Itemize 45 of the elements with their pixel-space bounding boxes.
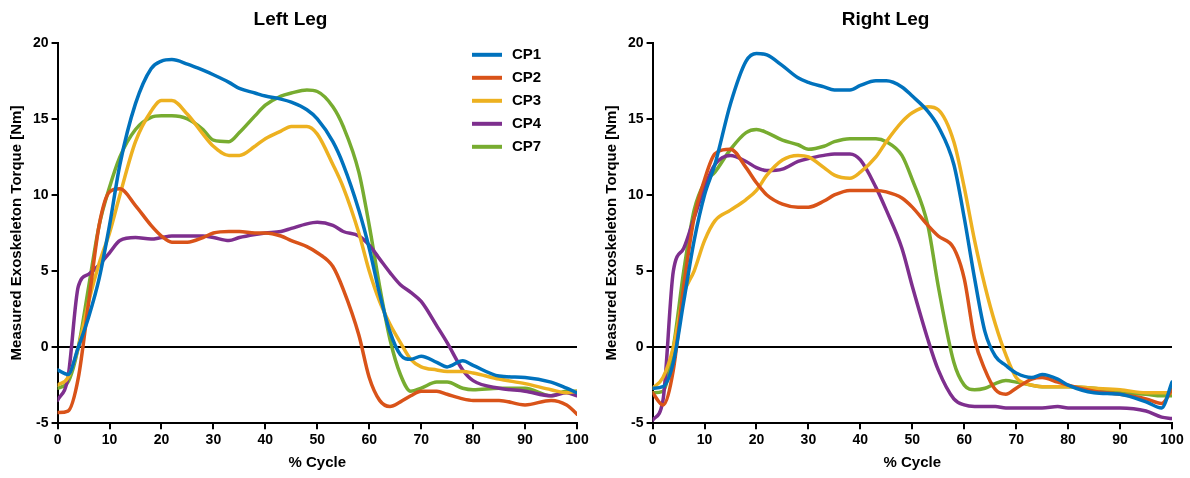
y-tick-label: 10 — [32, 185, 49, 202]
legend-label: CP7 — [512, 136, 542, 154]
chart-title: Left Leg — [253, 7, 328, 29]
y-tick-label: 0 — [635, 337, 644, 354]
x-tick-label: 20 — [748, 431, 765, 448]
y-tick-label: 20 — [627, 33, 644, 50]
legend-label: CP3 — [512, 90, 542, 108]
y-tick-label: 5 — [40, 261, 49, 278]
y-tick-label: 5 — [635, 261, 644, 278]
x-tick-label: 30 — [800, 431, 817, 448]
chart-title: Right Leg — [841, 7, 930, 29]
x-tick-label: 20 — [153, 431, 170, 448]
x-tick-label: 40 — [257, 431, 274, 448]
y-tick-label: 10 — [627, 185, 644, 202]
legend-label: CP1 — [512, 44, 542, 62]
x-tick-label: 70 — [1008, 431, 1025, 448]
x-tick-label: 80 — [465, 431, 482, 448]
x-tick-label: 30 — [205, 431, 222, 448]
x-tick-label: 10 — [696, 431, 713, 448]
y-tick-label: 15 — [32, 109, 49, 126]
legend-label: CP4 — [512, 113, 542, 131]
x-tick-label: 0 — [53, 431, 62, 448]
y-axis-title: Measured Exoskeleton Torque [Nm] — [602, 105, 620, 361]
x-tick-label: 10 — [101, 431, 118, 448]
y-tick-label: -5 — [631, 414, 644, 431]
x-tick-label: 70 — [413, 431, 430, 448]
legend-label: CP2 — [512, 67, 542, 85]
x-tick-label: 50 — [904, 431, 921, 448]
x-axis-title: % Cycle — [288, 453, 347, 471]
y-tick-label: -5 — [36, 414, 49, 431]
x-tick-label: 100 — [1160, 431, 1184, 448]
y-axis-title: Measured Exoskeleton Torque [Nm] — [7, 105, 25, 361]
x-tick-label: 100 — [565, 431, 589, 448]
x-tick-label: 50 — [309, 431, 326, 448]
y-tick-label: 15 — [627, 109, 644, 126]
y-tick-label: 20 — [32, 33, 49, 50]
x-axis-title: % Cycle — [883, 453, 942, 471]
x-tick-label: 60 — [956, 431, 973, 448]
x-tick-label: 80 — [1060, 431, 1077, 448]
x-tick-label: 40 — [852, 431, 869, 448]
y-tick-label: 0 — [40, 337, 49, 354]
x-tick-label: 90 — [1112, 431, 1129, 448]
x-tick-label: 60 — [361, 431, 378, 448]
x-tick-label: 0 — [648, 431, 657, 448]
x-tick-label: 90 — [517, 431, 534, 448]
